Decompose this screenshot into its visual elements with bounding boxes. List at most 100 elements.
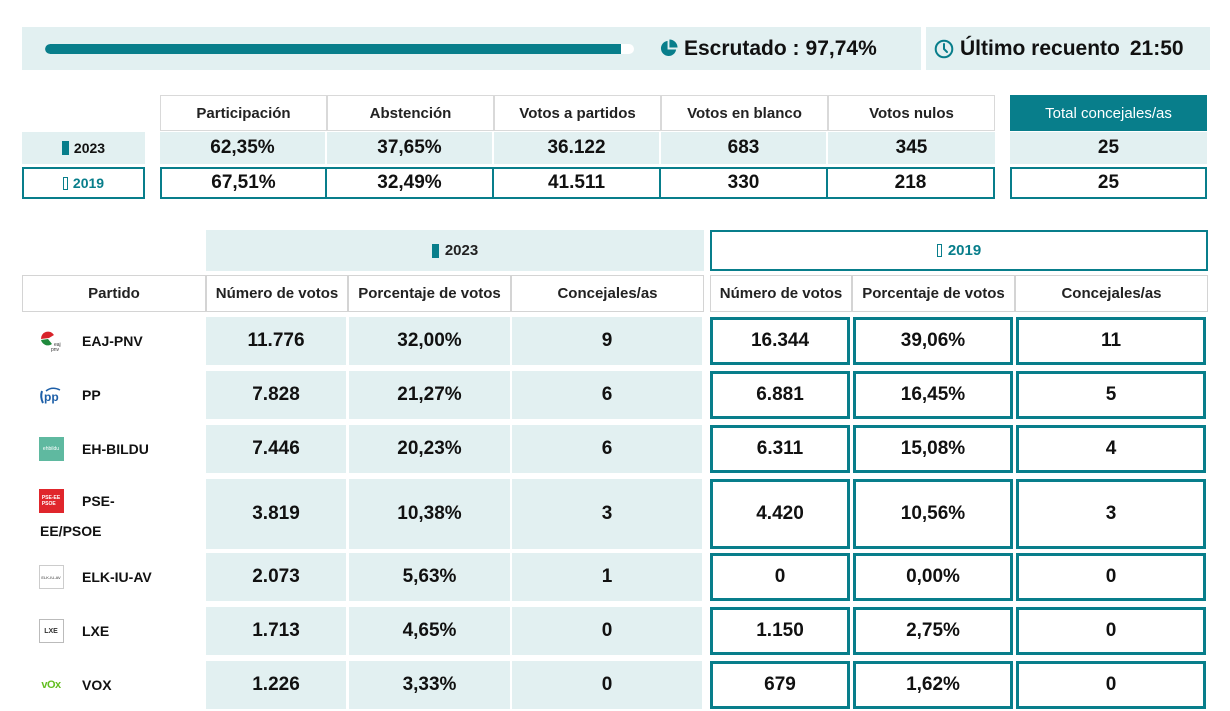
seats-2023: 6 bbox=[512, 425, 702, 473]
escrutado-value: 97,74% bbox=[805, 36, 877, 60]
votes-2023: 3.819 bbox=[206, 479, 346, 549]
party-name: ELK-IU-AV bbox=[82, 569, 152, 585]
party-row-vox: vOx VOX 1.226 3,33% 0 679 1,62% 0 bbox=[22, 661, 1230, 709]
year-2023-marker-icon bbox=[431, 243, 439, 258]
party-name-line2: EE/PSOE bbox=[40, 523, 102, 539]
seats-2023: 3 bbox=[512, 479, 702, 549]
party-name: EH-BILDU bbox=[82, 441, 149, 457]
seats-2019: 11 bbox=[1016, 317, 1206, 365]
party-cell: LXE LXE bbox=[22, 607, 202, 655]
party-name: EAJ-PNV bbox=[82, 333, 143, 349]
party-row-eaj-pnv: eaj pnv EAJ-PNV 11.776 32,00% 9 16.344 3… bbox=[22, 317, 1230, 365]
lxe-logo-icon: LXE bbox=[38, 619, 64, 643]
scrutiny-progress-fill bbox=[45, 44, 621, 54]
party-cell: pp PP bbox=[22, 371, 202, 419]
seats-2019: 3 bbox=[1016, 479, 1206, 549]
percent-2019: 1,62% bbox=[853, 661, 1013, 709]
summary-header-votos-partidos: Votos a partidos bbox=[494, 95, 661, 131]
party-name: VOX bbox=[82, 677, 112, 693]
column-header-2019-concejales: Concejales/as bbox=[1015, 275, 1208, 312]
votes-2019: 6.311 bbox=[710, 425, 850, 473]
year-label: 2019 bbox=[947, 242, 982, 259]
seats-2019: 0 bbox=[1016, 661, 1206, 709]
summary-header-votos-nulos: Votos nulos bbox=[828, 95, 995, 131]
votes-2023: 1.713 bbox=[206, 607, 346, 655]
party-cell: ELK-IU-AV ELK-IU-AV bbox=[22, 553, 202, 601]
percent-2023: 32,00% bbox=[349, 317, 510, 365]
party-cell: vOx VOX bbox=[22, 661, 202, 709]
column-header-partido: Partido bbox=[22, 275, 206, 312]
percent-2023: 20,23% bbox=[349, 425, 510, 473]
summary-2023-abstencion: 37,65% bbox=[327, 132, 492, 164]
scrutiny-progress-bar bbox=[45, 44, 634, 54]
column-header-2023-porcentaje: Porcentaje de votos bbox=[348, 275, 511, 312]
seats-2023: 1 bbox=[512, 553, 702, 601]
results-year-2023-header: 2023 bbox=[206, 230, 704, 271]
seats-2023: 0 bbox=[512, 661, 702, 709]
summary-2023-votos-nulos: 345 bbox=[828, 132, 995, 164]
last-count-time: 21:50 bbox=[1129, 36, 1184, 60]
summary-header-participacion: Participación bbox=[160, 95, 327, 131]
results-year-2019-header: 2019 bbox=[710, 230, 1208, 271]
percent-2019: 10,56% bbox=[853, 479, 1013, 549]
party-row-pp: pp PP 7.828 21,27% 6 6.881 16,45% 5 bbox=[22, 371, 1230, 419]
summary-2023-total: 25 bbox=[1010, 132, 1207, 164]
votes-2019: 4.420 bbox=[710, 479, 850, 549]
seats-2023: 6 bbox=[512, 371, 702, 419]
summary-2023-votos-partidos: 36.122 bbox=[494, 132, 659, 164]
party-row-eh-bildu: ehbildu EH-BILDU 7.446 20,23% 6 6.311 15… bbox=[22, 425, 1230, 473]
status-bar: Escrutado : 97,74% Último recuento 21:50 bbox=[22, 27, 1230, 70]
seats-2019: 4 bbox=[1016, 425, 1206, 473]
percent-2023: 3,33% bbox=[349, 661, 510, 709]
percent-2019: 39,06% bbox=[853, 317, 1013, 365]
last-count-panel: Último recuento 21:50 bbox=[926, 27, 1210, 70]
pp-logo-icon: pp bbox=[38, 383, 64, 407]
seats-2023: 0 bbox=[512, 607, 702, 655]
pie-chart-icon bbox=[660, 39, 678, 57]
seats-2023: 9 bbox=[512, 317, 702, 365]
summary-year-label: 2023 bbox=[73, 140, 106, 156]
party-name: PSE- bbox=[82, 493, 115, 509]
column-header-2019-porcentaje: Porcentaje de votos bbox=[852, 275, 1015, 312]
summary-2023-participacion: 62,35% bbox=[160, 132, 325, 164]
scrutiny-progress-panel: Escrutado : 97,74% bbox=[22, 27, 921, 70]
escrutado-label: Escrutado : bbox=[684, 36, 800, 60]
seats-2019: 5 bbox=[1016, 371, 1206, 419]
column-header-2023-concejales: Concejales/as bbox=[511, 275, 704, 312]
last-count-label: Último recuento bbox=[960, 36, 1120, 60]
votes-2019: 16.344 bbox=[710, 317, 850, 365]
party-cell: eaj pnv EAJ-PNV bbox=[22, 317, 202, 365]
percent-2023: 4,65% bbox=[349, 607, 510, 655]
pse-psoe-logo-icon: PSE-EE PSOE bbox=[38, 489, 64, 513]
summary-2019-votos-blanco: 330 bbox=[659, 167, 828, 199]
percent-2023: 5,63% bbox=[349, 553, 510, 601]
svg-text:eaj: eaj bbox=[54, 342, 61, 348]
clock-icon bbox=[934, 39, 954, 58]
summary-2019-abstencion: 32,49% bbox=[325, 167, 494, 199]
summary-header-votos-blanco: Votos en blanco bbox=[661, 95, 828, 131]
summary-2019-votos-partidos: 41.511 bbox=[492, 167, 661, 199]
year-2023-marker-icon bbox=[61, 141, 69, 155]
votes-2023: 7.828 bbox=[206, 371, 346, 419]
column-header-2023-votos: Número de votos bbox=[206, 275, 348, 312]
seats-2019: 0 bbox=[1016, 553, 1206, 601]
votes-2023: 11.776 bbox=[206, 317, 346, 365]
party-row-lxe: LXE LXE 1.713 4,65% 0 1.150 2,75% 0 bbox=[22, 607, 1230, 655]
eaj-pnv-logo-icon: eaj pnv bbox=[38, 329, 64, 353]
votes-2023: 7.446 bbox=[206, 425, 346, 473]
year-label: 2023 bbox=[444, 242, 479, 259]
summary-2019-votos-nulos: 218 bbox=[826, 167, 995, 199]
seats-2019: 0 bbox=[1016, 607, 1206, 655]
eh-bildu-logo-icon: ehbildu bbox=[38, 437, 64, 461]
votes-2019: 1.150 bbox=[710, 607, 850, 655]
summary-year-2023: 2023 bbox=[22, 132, 145, 164]
percent-2019: 16,45% bbox=[853, 371, 1013, 419]
summary-2019-total: 25 bbox=[1010, 167, 1207, 199]
escrutado-readout: Escrutado : 97,74% bbox=[659, 27, 877, 70]
votes-2019: 6.881 bbox=[710, 371, 850, 419]
summary-header-total-concejales: Total concejales/as bbox=[1010, 95, 1207, 131]
percent-2023: 21,27% bbox=[349, 371, 510, 419]
percent-2023: 10,38% bbox=[349, 479, 510, 549]
votes-2019: 0 bbox=[710, 553, 850, 601]
column-header-2019-votos: Número de votos bbox=[710, 275, 852, 312]
